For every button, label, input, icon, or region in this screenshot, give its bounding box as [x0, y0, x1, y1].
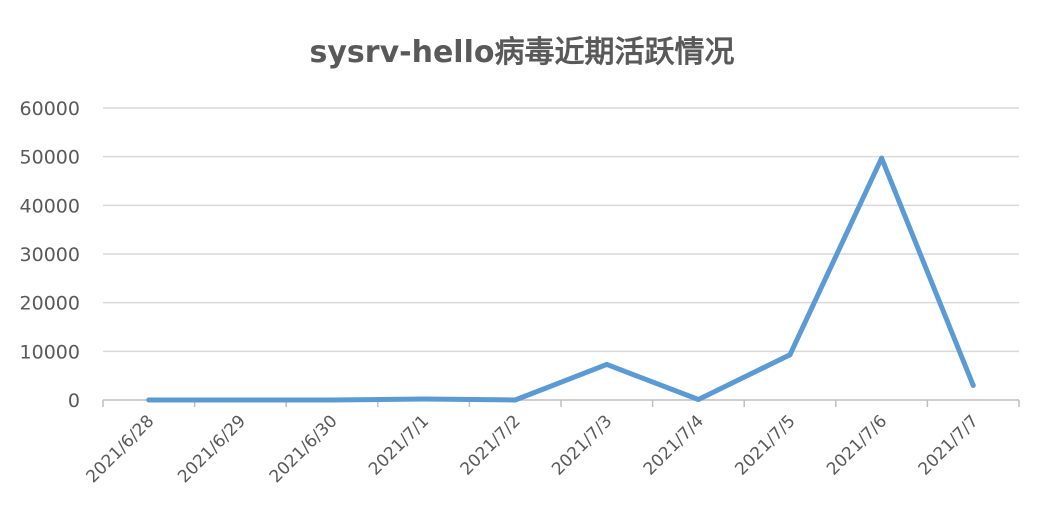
gridlines	[103, 107, 1019, 353]
data-point	[879, 155, 885, 161]
x-tick-label: 2021/7/7	[915, 411, 983, 479]
series-layer	[146, 155, 976, 403]
x-axis-tick-labels: 2021/6/28 2021/6/29 2021/6/30 2021/7/1 2021/…	[83, 411, 983, 487]
data-point	[237, 397, 243, 403]
y-tick-label: 0	[68, 390, 80, 412]
y-tick-label: 20000	[20, 293, 80, 315]
y-tick-label: 30000	[20, 244, 80, 266]
data-point	[329, 397, 335, 403]
x-tick-label: 2021/6/30	[266, 411, 342, 487]
x-tick-label: 2021/6/29	[174, 411, 250, 487]
series-line	[146, 155, 976, 403]
x-tick-label: 2021/6/28	[83, 411, 159, 487]
y-axis-tick-labels: 0 10000 20000 30000 40000 50000 60000	[20, 98, 80, 412]
data-point	[421, 396, 427, 402]
x-tick-label: 2021/7/5	[731, 411, 799, 479]
data-point	[604, 361, 610, 367]
data-point	[512, 397, 518, 403]
x-tick-label: 2021/7/1	[365, 411, 433, 479]
x-tick-label: 2021/7/4	[640, 411, 708, 479]
x-tick-label: 2021/7/3	[548, 411, 616, 479]
chart-title: sysrv-hello病毒近期活跃情况	[310, 35, 735, 70]
y-tick-label: 50000	[20, 147, 80, 169]
data-point	[787, 352, 793, 358]
y-tick-label: 60000	[20, 98, 80, 120]
y-tick-label: 40000	[20, 195, 80, 217]
x-tick-label: 2021/7/2	[457, 411, 525, 479]
data-point	[970, 382, 976, 388]
y-tick-label: 10000	[20, 341, 80, 363]
data-point	[695, 397, 701, 403]
data-point	[146, 397, 152, 403]
x-tick-label: 2021/7/6	[823, 411, 891, 479]
